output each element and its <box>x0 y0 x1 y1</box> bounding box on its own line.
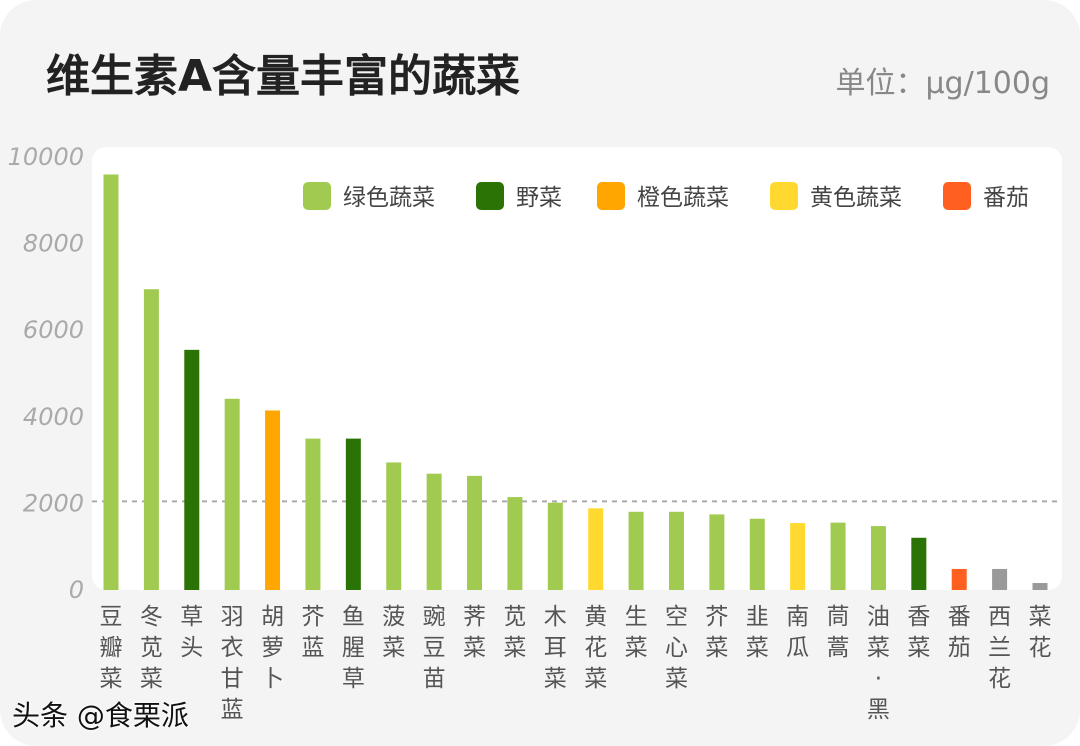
bar-9 <box>426 473 442 590</box>
y-tick-label: 4000 <box>23 403 84 431</box>
x-tick-label: 菠菜 <box>382 604 405 661</box>
y-tick-label: 0 <box>69 576 84 604</box>
bar-24 <box>1032 583 1048 590</box>
bar-15 <box>668 511 684 590</box>
x-tick-label: 木耳菜 <box>544 604 567 692</box>
x-tick-label: 胡萝卜 <box>261 604 284 692</box>
x-tick-label: 韭菜 <box>746 604 769 661</box>
x-tick-label: 芥菜 <box>705 604 728 661</box>
watermark: 头条 @食栗派 <box>12 699 189 732</box>
bar-19 <box>830 522 846 590</box>
legend-label: 绿色蔬菜 <box>343 185 435 211</box>
x-tick-label: 芥蓝 <box>301 604 324 661</box>
x-tick-label: 空心菜 <box>665 604 688 692</box>
legend-swatch <box>303 182 331 210</box>
bar-8 <box>386 462 402 590</box>
bar-17 <box>749 518 765 590</box>
x-tick-label: 羽衣甘蓝 <box>221 604 244 723</box>
y-tick-label: 10000 <box>8 143 84 171</box>
plot-area <box>92 147 1062 590</box>
bar-4 <box>224 398 240 590</box>
legend-swatch <box>597 182 625 210</box>
x-tick-label: 豌豆苗 <box>423 604 446 692</box>
x-tick-label: 鱼腥草 <box>342 604 365 692</box>
bar-16 <box>709 514 725 590</box>
x-tick-label: 冬苋菜 <box>140 604 163 692</box>
y-tick-label: 2000 <box>23 489 84 517</box>
chart-title: 维生素A含量丰富的蔬菜 <box>46 51 521 102</box>
bar-11 <box>507 497 523 590</box>
legend-swatch <box>476 182 504 210</box>
unit-label: 单位：μg/100g <box>835 66 1050 101</box>
x-tick-label: 荠菜 <box>463 604 486 661</box>
x-tick-label: 菜花 <box>1029 604 1052 661</box>
bar-18 <box>790 523 806 590</box>
y-tick-label: 6000 <box>23 316 84 344</box>
bar-22 <box>951 568 967 590</box>
x-tick-label: 西兰花 <box>988 604 1011 692</box>
x-tick-label: 南瓜 <box>786 604 809 661</box>
y-tick-label: 8000 <box>23 230 84 258</box>
bar-14 <box>628 511 644 590</box>
x-tick-label: 草头 <box>180 604 203 661</box>
bar-3 <box>184 349 200 590</box>
bar-23 <box>992 568 1008 590</box>
legend-label: 黄色蔬菜 <box>810 185 902 211</box>
x-tick-label: 香菜 <box>907 604 930 661</box>
x-tick-label: 黄花菜 <box>584 604 607 692</box>
bar-21 <box>911 537 927 590</box>
bar-2 <box>143 289 159 590</box>
bar-7 <box>345 438 361 590</box>
bar-6 <box>305 438 321 590</box>
legend-label: 野菜 <box>516 185 562 211</box>
bar-5 <box>265 410 281 590</box>
x-tick-label: 油菜·黑 <box>867 604 890 723</box>
bar-20 <box>870 526 886 590</box>
legend-swatch <box>770 182 798 210</box>
x-tick-label: 茼蒿 <box>827 604 850 661</box>
bar-1 <box>103 174 119 591</box>
bar-13 <box>588 508 604 590</box>
legend-label: 橙色蔬菜 <box>637 185 729 211</box>
bar-12 <box>547 502 563 590</box>
x-tick-label: 苋菜 <box>503 604 526 661</box>
x-tick-label: 生菜 <box>625 604 648 661</box>
x-tick-label: 豆瓣菜 <box>100 604 123 692</box>
bar-10 <box>467 475 483 590</box>
x-tick-label: 番茄 <box>948 604 971 661</box>
legend-label: 番茄 <box>983 185 1029 211</box>
legend-swatch <box>943 182 971 210</box>
